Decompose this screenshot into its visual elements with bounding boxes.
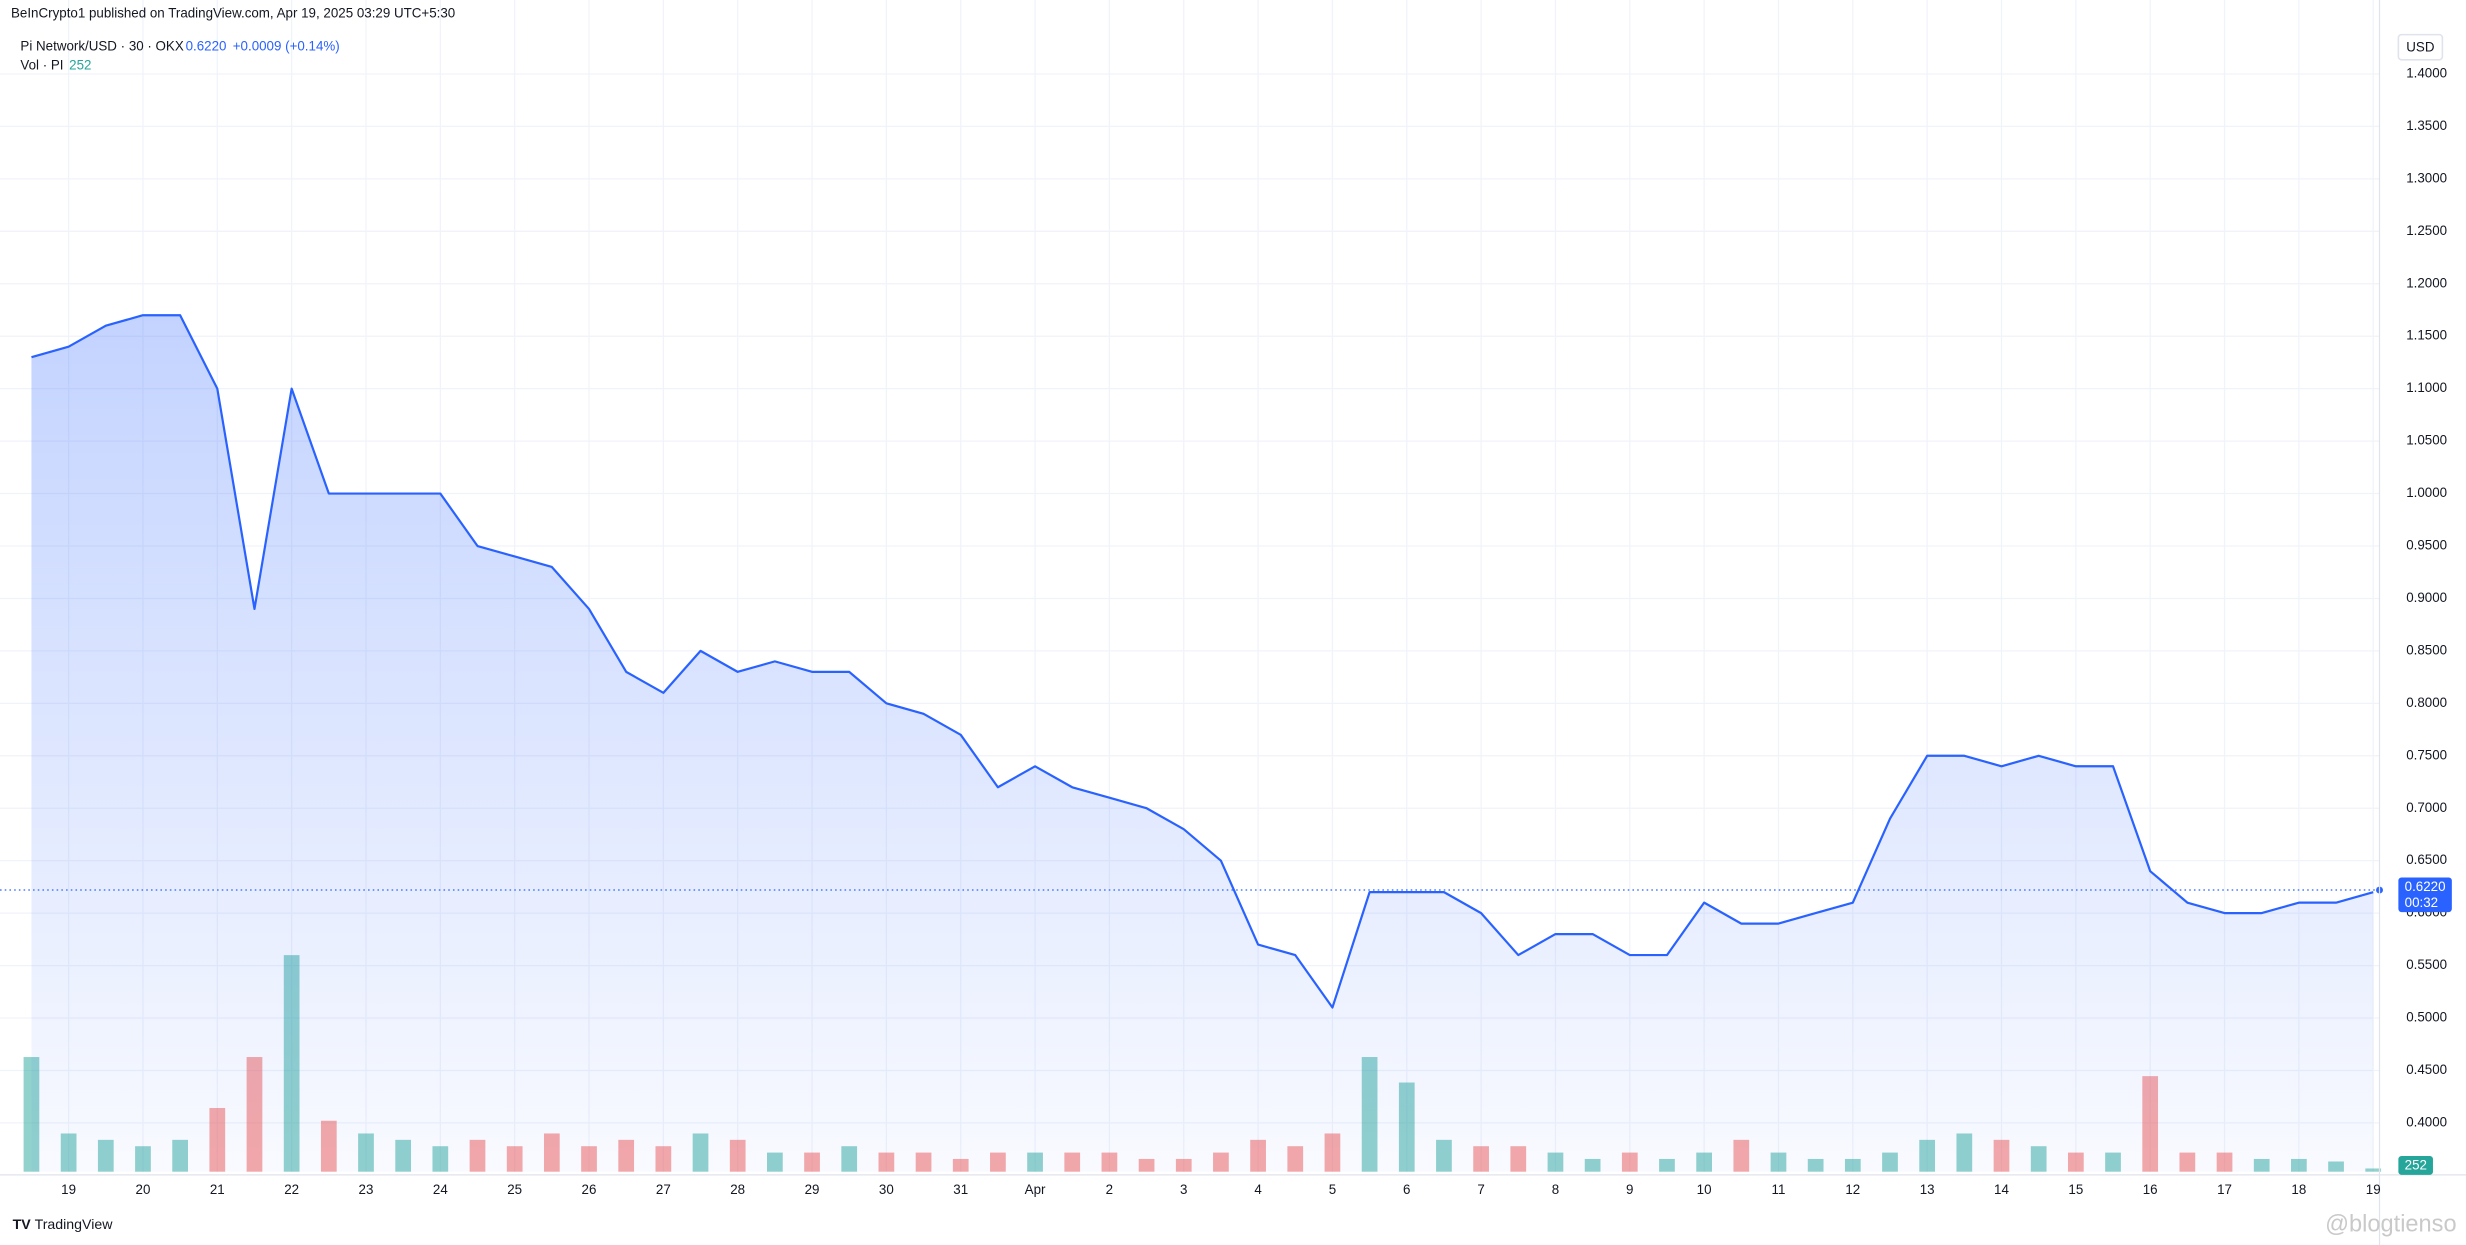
y-tick-label: 0.6500 <box>2406 852 2447 867</box>
y-tick-label: 0.7500 <box>2406 747 2447 762</box>
countdown: 00:32 <box>2405 895 2438 910</box>
x-tick-label: 7 <box>1477 1182 1484 1197</box>
header-change: +0.0009 (+0.14%) <box>233 39 340 54</box>
x-tick-label: 23 <box>359 1182 374 1197</box>
x-tick-label: 22 <box>284 1182 299 1197</box>
x-tick-label: 8 <box>1552 1182 1559 1197</box>
x-tick-label: 12 <box>1845 1182 1860 1197</box>
x-tick-label: 4 <box>1254 1182 1262 1197</box>
x-tick-label: 24 <box>433 1182 448 1197</box>
volume-box <box>2398 1155 2433 1175</box>
last-price-label: 0.6220 <box>2405 879 2446 894</box>
y-tick-label: 1.4000 <box>2406 66 2447 81</box>
last-price-box <box>2398 877 2452 913</box>
y-tick-label: 0.5000 <box>2406 1010 2447 1025</box>
tv-logo: TV <box>13 1216 32 1232</box>
watermark: @blogtienso <box>2325 1210 2456 1236</box>
price-axis: 0.40000.45000.50000.55000.60000.65000.70… <box>2398 66 2452 1175</box>
y-tick-label: 0.8000 <box>2406 695 2447 710</box>
x-tick-label: 26 <box>582 1182 597 1197</box>
x-tick-label: 25 <box>507 1182 522 1197</box>
volume-label: Vol · PI <box>20 58 63 73</box>
volume-last-label: 252 <box>2405 1158 2427 1173</box>
x-tick-label: 5 <box>1329 1182 1336 1197</box>
y-tick-label: 0.4000 <box>2406 1114 2447 1129</box>
publish-info: BeInCrypto1 published on TradingView.com… <box>11 6 455 21</box>
y-tick-label: 1.3000 <box>2406 170 2447 185</box>
x-tick-label: 20 <box>136 1182 151 1197</box>
x-tick-label: 14 <box>1994 1182 2009 1197</box>
header-price: 0.6220 <box>186 39 227 54</box>
y-tick-label: 1.2500 <box>2406 223 2447 238</box>
x-tick-label: 6 <box>1403 1182 1410 1197</box>
x-tick-label: 27 <box>656 1182 671 1197</box>
x-tick-label: 10 <box>1697 1182 1712 1197</box>
x-tick-label: 28 <box>730 1182 745 1197</box>
y-tick-label: 1.3500 <box>2406 118 2447 133</box>
x-tick-label: Apr <box>1025 1182 1046 1197</box>
x-tick-label: 19 <box>2366 1182 2381 1197</box>
x-tick-label: 13 <box>1920 1182 1935 1197</box>
price-area <box>31 315 2374 1172</box>
x-tick-label: 31 <box>953 1182 968 1197</box>
y-tick-label: 1.1000 <box>2406 380 2447 395</box>
x-tick-label: 2 <box>1106 1182 1113 1197</box>
x-tick-label: 16 <box>2143 1182 2158 1197</box>
y-tick-label: 0.9500 <box>2406 538 2447 553</box>
y-tick-label: 0.8500 <box>2406 642 2447 657</box>
currency[interactable]: USD <box>2406 40 2435 55</box>
y-tick-label: 0.4500 <box>2406 1062 2447 1077</box>
x-tick-label: 29 <box>805 1182 820 1197</box>
price-line <box>31 314 2374 1009</box>
y-tick-label: 1.1500 <box>2406 328 2447 343</box>
x-tick-label: 30 <box>879 1182 894 1197</box>
x-tick-label: 17 <box>2217 1182 2232 1197</box>
currency-button[interactable] <box>2397 33 2444 61</box>
y-tick-label: 0.5500 <box>2406 957 2447 972</box>
time-axis: 19 20 21 22 23 24 25 26 27 28 29 30 31 Apr 2 3 4 5 6 7 8 9 10 1… <box>61 1182 2380 1197</box>
x-tick-label: 21 <box>210 1182 225 1197</box>
symbol: Pi Network/USD · 30 · OKX <box>20 39 183 54</box>
y-tick-label: 1.0500 <box>2406 433 2447 448</box>
y-tick-label: 0.7000 <box>2406 800 2447 815</box>
y-tick-label: 1.2000 <box>2406 275 2447 290</box>
x-tick-label: 18 <box>2291 1182 2306 1197</box>
x-tick-label: 9 <box>1626 1182 1633 1197</box>
x-tick-label: 11 <box>1772 1182 1786 1197</box>
header-volume: 252 <box>69 58 91 73</box>
x-tick-label: 19 <box>61 1182 76 1197</box>
x-tick-label: 15 <box>2068 1182 2083 1197</box>
y-tick-label: 0.9000 <box>2406 590 2447 605</box>
x-tick-label: 3 <box>1180 1182 1187 1197</box>
brand: TradingView <box>35 1216 114 1232</box>
plot <box>0 314 2383 1172</box>
y-tick-label: 1.0000 <box>2406 485 2447 500</box>
